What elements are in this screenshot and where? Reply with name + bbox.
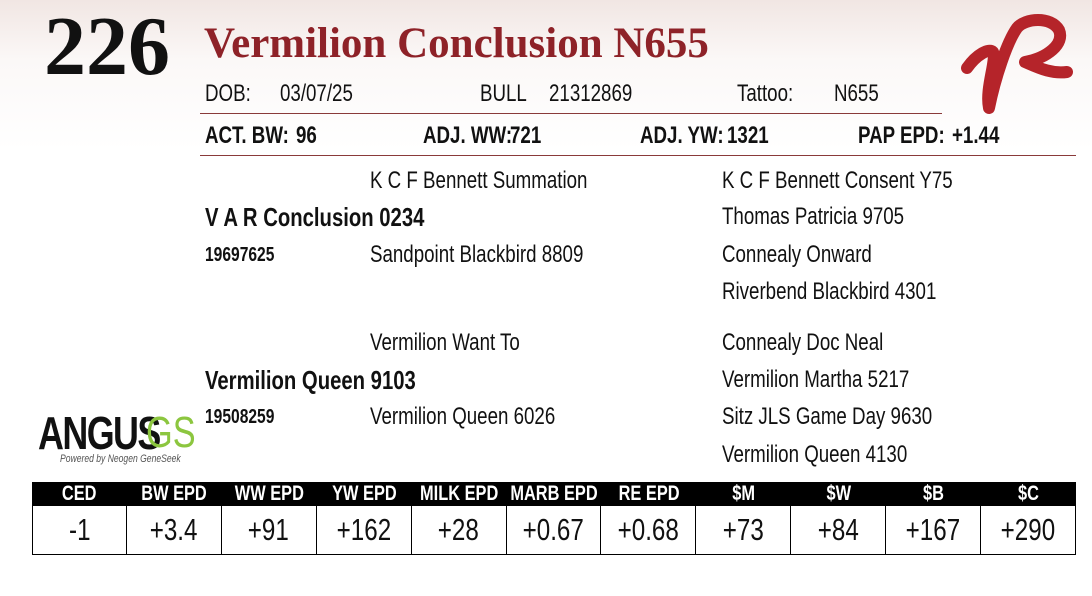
lot-number: 226 [44, 0, 170, 93]
dam-name: Vermilion Queen 9103 [205, 365, 416, 395]
weight-label: ACT. BW: [205, 122, 289, 149]
epd-header: YW EPD [316, 482, 412, 506]
epd-value-text: +3.4 [149, 512, 198, 547]
weight-value: +1.44 [952, 122, 1000, 149]
weight-label: ADJ. WW: [423, 122, 513, 149]
sire-sire: K C F Bennett Summation [370, 167, 588, 194]
epd-header-text: MILK EPD [419, 482, 499, 505]
epd-header-text: $B [923, 482, 945, 505]
info-label: DOB: [205, 80, 251, 107]
info-value: 03/07/25 [280, 80, 353, 107]
epd-header: MARB EPD [506, 482, 602, 506]
grandparent: K C F Bennett Consent Y75 [722, 167, 953, 194]
epd-value: +290 [981, 506, 1076, 555]
epd-header: $C [981, 482, 1076, 506]
grandparent: Vermilion Queen 4130 [722, 441, 908, 468]
epd-header: $M [696, 482, 792, 506]
epd-value-text: +91 [248, 512, 290, 547]
epd-header: BW EPD [126, 482, 222, 506]
epd-header-text: CED [62, 482, 97, 505]
epd-header-text: $M [732, 482, 756, 505]
epd-header-text: YW EPD [331, 482, 397, 505]
epd-value-text: -1 [68, 512, 91, 547]
epd-value: -1 [32, 506, 127, 555]
grandparent: Riverbend Blackbird 4301 [722, 278, 937, 305]
epd-header: WW EPD [221, 482, 317, 506]
epd-value: +162 [316, 506, 412, 555]
grandparent: Connealy Doc Neal [722, 329, 884, 356]
epd-value-text: +84 [817, 512, 859, 547]
epd-header-text: BW EPD [141, 482, 208, 505]
epd-header: $B [886, 482, 982, 506]
weight-value: 1321 [727, 122, 769, 149]
epd-header: RE EPD [601, 482, 697, 506]
logo-brand: ANGUS [38, 407, 161, 459]
sire-reg: 19697625 [205, 244, 275, 266]
vr-logo [961, 14, 1073, 114]
info-value: N655 [834, 80, 879, 107]
weight-label: PAP EPD: [858, 122, 945, 149]
epd-value-text: +0.67 [522, 512, 585, 547]
epd-header-text: $C [1018, 482, 1039, 505]
epd-header-text: MARB EPD [510, 482, 598, 505]
dam-sire: Vermilion Want To [370, 329, 520, 356]
sire-dam: Sandpoint Blackbird 8809 [370, 241, 584, 268]
dam-dam: Vermilion Queen 6026 [370, 403, 556, 430]
grandparent: Connealy Onward [722, 241, 872, 268]
epd-header-text: $W [826, 482, 852, 505]
epd-value: +167 [886, 506, 982, 555]
sire-name: V A R Conclusion 0234 [205, 202, 425, 232]
dam-reg: 19508259 [205, 406, 275, 428]
info-label: Tattoo: [737, 80, 794, 107]
epd-header: MILK EPD [411, 482, 507, 506]
epd-value-text: +28 [438, 512, 480, 547]
epd-value-text: +0.68 [617, 512, 679, 547]
epd-value-text: +162 [336, 512, 391, 547]
logo-suffix: GS [146, 408, 196, 457]
epd-header-text: RE EPD [618, 482, 680, 505]
weight-value: 96 [296, 122, 317, 149]
epd-value: +0.67 [506, 506, 602, 555]
epd-value: +28 [411, 506, 507, 555]
info-label: BULL [480, 80, 527, 107]
divider [200, 113, 942, 114]
epd-value-text: +290 [1000, 512, 1056, 547]
animal-name: Vermilion Conclusion N655 [204, 20, 709, 67]
divider [200, 155, 1076, 156]
epd-value: +3.4 [126, 506, 222, 555]
epd-header: $W [791, 482, 887, 506]
epd-value: +91 [221, 506, 317, 555]
epd-value-text: +167 [905, 512, 961, 547]
grandparent: Sitz JLS Game Day 9630 [722, 403, 933, 430]
weight-value: 721 [510, 122, 542, 149]
epd-header: CED [32, 482, 127, 506]
weight-label: ADJ. YW: [640, 122, 724, 149]
info-value: 21312869 [549, 80, 633, 107]
epd-table: CED BW EPD WW EPD YW EPD MILK EPD MARB EPD RE … [32, 482, 1076, 555]
epd-header-text: WW EPD [234, 482, 304, 505]
grandparent: Vermilion Martha 5217 [722, 366, 910, 393]
epd-value: +0.68 [601, 506, 697, 555]
grandparent: Thomas Patricia 9705 [722, 203, 905, 230]
logo-tagline: Powered by Neogen GeneSeek [60, 453, 181, 465]
epd-value: +84 [791, 506, 887, 555]
epd-value-text: +73 [722, 512, 764, 547]
epd-value: +73 [696, 506, 792, 555]
